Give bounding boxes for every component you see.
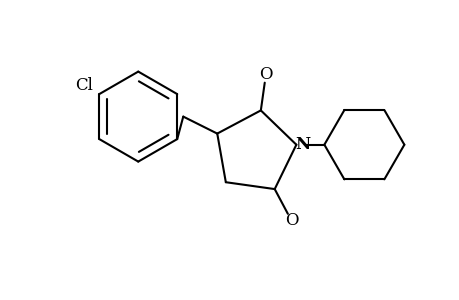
Text: Cl: Cl bbox=[75, 76, 92, 94]
Text: N: N bbox=[294, 136, 309, 153]
Text: O: O bbox=[284, 212, 298, 230]
Text: O: O bbox=[258, 66, 272, 83]
